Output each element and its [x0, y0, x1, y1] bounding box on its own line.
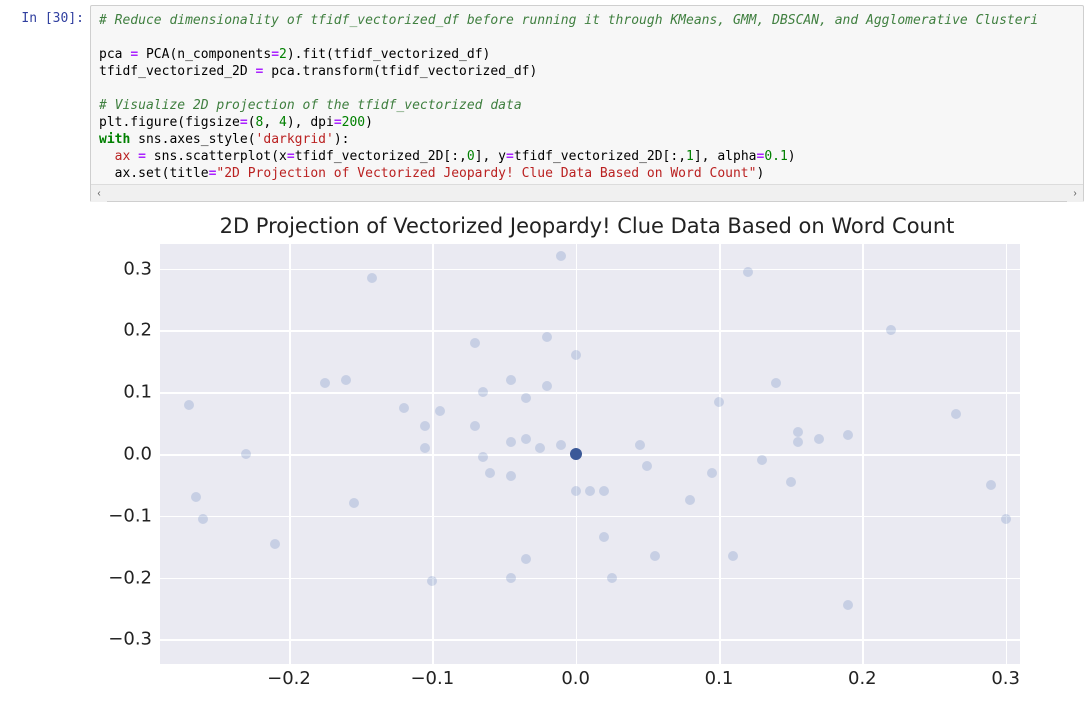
scatter-point — [198, 514, 208, 524]
scatter-point — [478, 387, 488, 397]
code-content[interactable]: # Reduce dimensionality of tfidf_vectori… — [91, 6, 1083, 184]
scatter-point — [599, 532, 609, 542]
scatter-point — [757, 455, 767, 465]
scatter-point — [814, 434, 824, 444]
y-tick-label: 0.3 — [123, 258, 152, 279]
scatter-point — [420, 421, 430, 431]
y-tick-label: −0.2 — [108, 567, 152, 588]
scatter-point — [506, 437, 516, 447]
scatter-point — [843, 430, 853, 440]
chart-title: 2D Projection of Vectorized Jeopardy! Cl… — [100, 214, 1074, 238]
x-tick-label: −0.2 — [267, 668, 311, 689]
scatter-point — [535, 443, 545, 453]
scatter-point — [743, 267, 753, 277]
scatter-point — [599, 486, 609, 496]
scatter-point — [685, 495, 695, 505]
chart-frame: −0.3 −0.2 −0.1 0.0 0.1 0.2 0.3 — [100, 244, 1074, 664]
gridline-horizontal — [160, 639, 1020, 641]
scatter-point — [886, 325, 896, 335]
gridline-horizontal — [160, 392, 1020, 394]
scatter-point — [1001, 514, 1011, 524]
prompt-label: In [30]: — [21, 11, 84, 26]
x-tick-label: 0.1 — [705, 668, 734, 689]
scatter-point — [241, 449, 251, 459]
scatter-point — [427, 576, 437, 586]
scatter-point — [793, 437, 803, 447]
scatter-point — [556, 440, 566, 450]
cell-output: 2D Projection of Vectorized Jeopardy! Cl… — [100, 202, 1074, 688]
scatter-point — [542, 332, 552, 342]
scatter-point — [650, 551, 660, 561]
scatter-point — [521, 554, 531, 564]
scatter-point — [771, 378, 781, 388]
x-tick-label: 0.3 — [991, 668, 1020, 689]
scatter-plot-area — [160, 244, 1020, 664]
scatter-point — [485, 468, 495, 478]
code-editor[interactable]: # Reduce dimensionality of tfidf_vectori… — [90, 5, 1084, 202]
x-tick-label: −0.1 — [410, 668, 454, 689]
scatter-point — [367, 273, 377, 283]
scroll-right-icon[interactable]: › — [1067, 185, 1083, 202]
scatter-point — [585, 486, 595, 496]
scatter-point — [506, 471, 516, 481]
y-tick-label: 0.1 — [123, 382, 152, 403]
y-axis: −0.3 −0.2 −0.1 0.0 0.1 0.2 0.3 — [100, 244, 160, 664]
scatter-point — [635, 440, 645, 450]
scatter-point — [707, 468, 717, 478]
scatter-point — [793, 427, 803, 437]
scatter-point — [556, 251, 566, 261]
scatter-point — [714, 397, 724, 407]
gridline-horizontal — [160, 578, 1020, 580]
x-tick-label: 0.0 — [561, 668, 590, 689]
y-tick-label: −0.1 — [108, 505, 152, 526]
scatter-point — [521, 434, 531, 444]
scatter-point — [506, 375, 516, 385]
scatter-point — [571, 486, 581, 496]
scatter-point — [642, 461, 652, 471]
horizontal-scrollbar[interactable]: ‹ › — [91, 184, 1083, 201]
scatter-point — [399, 403, 409, 413]
scatter-point — [470, 338, 480, 348]
gridline-horizontal — [160, 269, 1020, 271]
scatter-point — [349, 498, 359, 508]
x-tick-label: 0.2 — [848, 668, 877, 689]
y-tick-label: −0.3 — [108, 629, 152, 650]
scroll-left-icon[interactable]: ‹ — [91, 185, 107, 202]
scatter-point — [420, 443, 430, 453]
scatter-point — [728, 551, 738, 561]
y-tick-label: 0.2 — [123, 320, 152, 341]
input-prompt: In [30]: ▶ — [5, 5, 90, 26]
scatter-point — [435, 406, 445, 416]
scatter-point — [542, 381, 552, 391]
scatter-point — [506, 573, 516, 583]
scatter-point — [786, 477, 796, 487]
scatter-point — [270, 539, 280, 549]
scatter-dense-center — [570, 448, 582, 460]
scatter-point — [843, 600, 853, 610]
scatter-point — [470, 421, 480, 431]
code-comment: # Visualize 2D projection of the tfidf_v… — [99, 98, 522, 113]
scatter-point — [607, 573, 617, 583]
code-comment: # Reduce dimensionality of tfidf_vectori… — [99, 13, 1038, 28]
scatter-point — [341, 375, 351, 385]
scatter-point — [320, 378, 330, 388]
notebook-cell: In [30]: ▶ # Reduce dimensionality of tf… — [0, 0, 1084, 202]
y-tick-label: 0.0 — [123, 444, 152, 465]
scatter-point — [951, 409, 961, 419]
gridline-horizontal — [160, 516, 1020, 518]
scatter-point — [986, 480, 996, 490]
scatter-point — [191, 492, 201, 502]
scatter-point — [521, 393, 531, 403]
x-axis: −0.2 −0.1 0.0 0.1 0.2 0.3 — [160, 664, 1020, 688]
scrollbar-track[interactable] — [107, 185, 1067, 201]
scatter-point — [478, 452, 488, 462]
scatter-point — [571, 350, 581, 360]
gridline-horizontal — [160, 454, 1020, 456]
scatter-point — [184, 400, 194, 410]
